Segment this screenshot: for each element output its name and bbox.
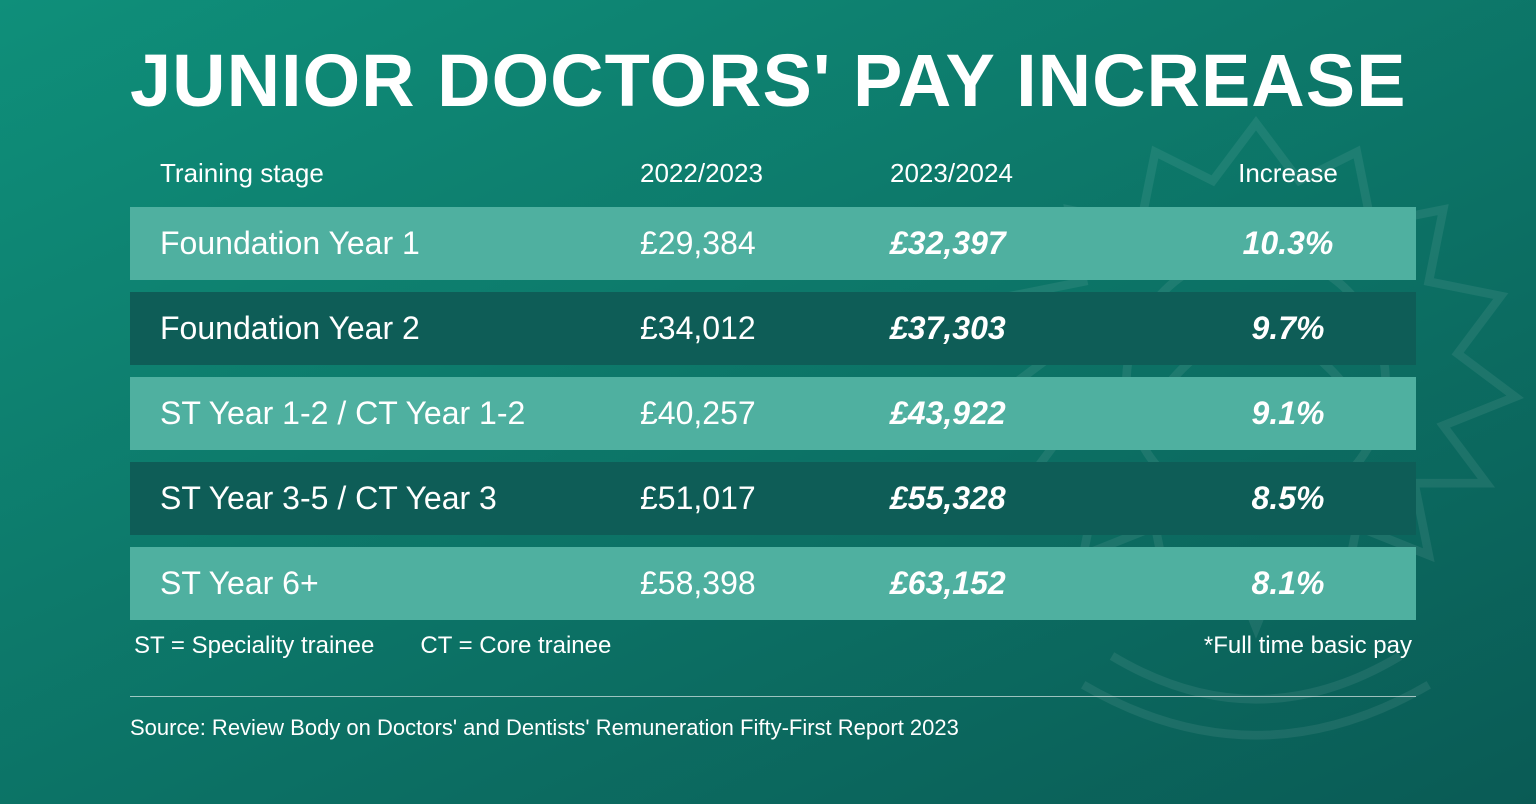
cell-y23: £63,152 (890, 565, 1190, 602)
col-increase: Increase (1190, 158, 1386, 189)
cell-stage: Foundation Year 2 (160, 310, 640, 347)
cell-inc: 8.1% (1190, 565, 1386, 602)
legend-note: *Full time basic pay (1204, 632, 1412, 660)
cell-inc: 9.7% (1190, 310, 1386, 347)
legend-st: ST = Speciality trainee (134, 632, 374, 660)
col-2022: 2022/2023 (640, 158, 890, 189)
pay-table: Training stage 2022/2023 2023/2024 Incre… (130, 148, 1416, 620)
table-row: ST Year 1-2 / CT Year 1-2£40,257£43,9229… (130, 377, 1416, 450)
col-stage: Training stage (160, 158, 640, 189)
page-title: JUNIOR DOCTORS' PAY INCREASE (130, 44, 1416, 118)
content-container: JUNIOR DOCTORS' PAY INCREASE Training st… (0, 0, 1536, 771)
cell-y22: £34,012 (640, 310, 890, 347)
cell-y22: £51,017 (640, 480, 890, 517)
cell-y23: £37,303 (890, 310, 1190, 347)
cell-inc: 8.5% (1190, 480, 1386, 517)
cell-y23: £55,328 (890, 480, 1190, 517)
cell-y23: £43,922 (890, 395, 1190, 432)
cell-stage: ST Year 1-2 / CT Year 1-2 (160, 395, 640, 432)
source-text: Source: Review Body on Doctors' and Dent… (130, 715, 1416, 741)
cell-y23: £32,397 (890, 225, 1190, 262)
table-row: ST Year 6+£58,398£63,1528.1% (130, 547, 1416, 620)
cell-stage: ST Year 6+ (160, 565, 640, 602)
divider (130, 696, 1416, 697)
table-row: Foundation Year 1£29,384£32,39710.3% (130, 207, 1416, 280)
table-row: Foundation Year 2£34,012£37,3039.7% (130, 292, 1416, 365)
cell-stage: Foundation Year 1 (160, 225, 640, 262)
cell-y22: £58,398 (640, 565, 890, 602)
legend-row: ST = Speciality trainee CT = Core traine… (130, 632, 1416, 660)
cell-stage: ST Year 3-5 / CT Year 3 (160, 480, 640, 517)
cell-inc: 9.1% (1190, 395, 1386, 432)
table-header: Training stage 2022/2023 2023/2024 Incre… (130, 148, 1416, 207)
cell-inc: 10.3% (1190, 225, 1386, 262)
legend-ct: CT = Core trainee (420, 632, 611, 660)
cell-y22: £29,384 (640, 225, 890, 262)
col-2023: 2023/2024 (890, 158, 1190, 189)
table-row: ST Year 3-5 / CT Year 3£51,017£55,3288.5… (130, 462, 1416, 535)
cell-y22: £40,257 (640, 395, 890, 432)
